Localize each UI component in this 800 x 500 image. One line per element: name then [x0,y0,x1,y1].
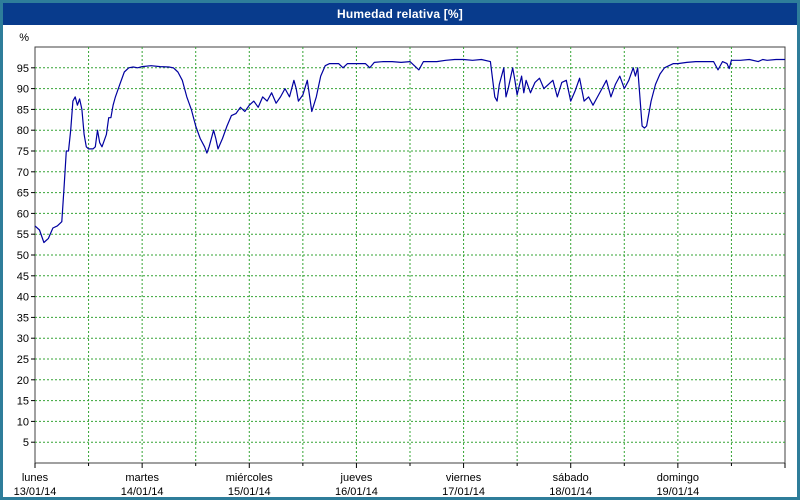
y-tick-label: 55 [17,229,29,241]
x-date-label: 15/01/14 [228,486,271,497]
x-day-name-label: domingo [657,472,699,484]
x-day-name-label: sábado [553,472,589,484]
y-tick-label: 65 [17,188,29,200]
grid-lines [35,47,785,463]
y-tick-label: 95 [17,63,29,75]
y-tick-label: 35 [17,312,29,324]
y-tick-label: 25 [17,354,29,366]
chart-title: Humedad relativa [%] [336,7,464,21]
humidity-series-line [34,58,785,244]
y-tick-label: 70 [17,167,29,179]
y-tick-label: 45 [17,271,29,283]
y-tick-label: 85 [17,104,29,116]
y-tick-label: 90 [17,84,29,96]
chart-area: 5 10 15 20 25 30 35 40 45 50 55 60 65 70 75 80 85 90 95% lu… [3,25,797,497]
y-tick-label: 20 [17,375,29,387]
x-date-label: 13/01/14 [14,486,57,497]
x-date-label: 16/01/14 [335,486,378,497]
y-tick-label: 40 [17,292,29,304]
y-axis-unit-label: % [19,32,29,44]
y-tick-label: 75 [17,146,29,158]
x-day-name-label: jueves [340,472,373,484]
y-tick-label: 60 [17,208,29,220]
x-day-name-label: martes [125,472,159,484]
y-tick-label: 30 [17,333,29,345]
x-date-label: 19/01/14 [656,486,699,497]
x-day-name-label: viernes [446,472,482,484]
y-axis-labels: 5 10 15 20 25 30 35 40 45 50 55 60 65 70 75 80 85 90 95% [17,32,35,449]
x-day-name-label: miércoles [226,472,274,484]
x-date-label: 18/01/14 [549,486,592,497]
x-axis-labels: lunes 13/01/14 martes 14/01/14 miércoles 15/0… [14,463,786,497]
x-date-label: 14/01/14 [121,486,164,497]
x-day-name-label: lunes [22,472,49,484]
chart-title-bar: Humedad relativa [%] [3,3,797,25]
y-tick-label: 50 [17,250,29,262]
y-tick-label: 80 [17,125,29,137]
x-date-label: 17/01/14 [442,486,485,497]
y-tick-label: 5 [23,437,29,449]
y-tick-label: 10 [17,416,29,428]
humidity-line-chart: 5 10 15 20 25 30 35 40 45 50 55 60 65 70 75 80 85 90 95% lu… [14,32,786,497]
y-tick-label: 15 [17,396,29,408]
